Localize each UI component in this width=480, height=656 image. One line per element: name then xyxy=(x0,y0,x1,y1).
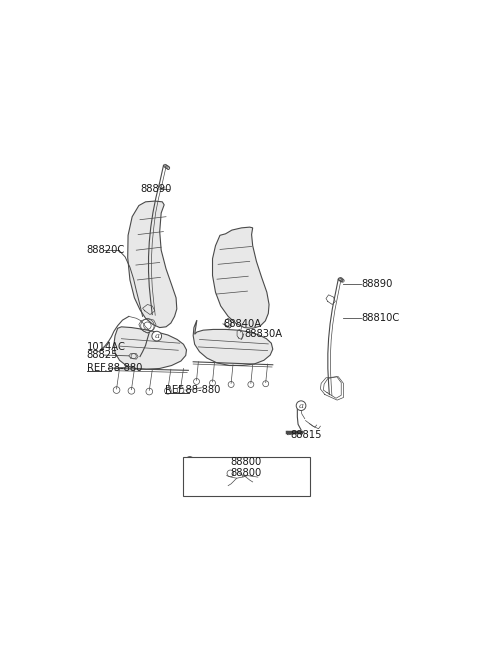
Text: 88810C: 88810C xyxy=(361,314,399,323)
Circle shape xyxy=(296,401,306,411)
Text: 88820C: 88820C xyxy=(87,245,125,255)
Text: REF.88-880: REF.88-880 xyxy=(87,363,142,373)
Circle shape xyxy=(152,331,162,341)
Polygon shape xyxy=(213,227,269,328)
Text: a: a xyxy=(187,457,192,465)
Circle shape xyxy=(185,457,194,466)
Text: 88890: 88890 xyxy=(140,184,171,194)
Text: 88840A: 88840A xyxy=(224,319,262,329)
Text: 88830A: 88830A xyxy=(244,329,283,339)
Polygon shape xyxy=(128,201,177,327)
Polygon shape xyxy=(193,320,273,365)
Text: 1014AC: 1014AC xyxy=(87,342,126,352)
Text: a: a xyxy=(299,401,303,410)
Text: REF.88-880: REF.88-880 xyxy=(165,385,220,395)
Text: 88800: 88800 xyxy=(230,457,262,467)
Polygon shape xyxy=(114,327,186,369)
Text: 88815: 88815 xyxy=(290,430,322,440)
Text: 88800: 88800 xyxy=(230,468,262,478)
Bar xyxy=(183,457,310,496)
Text: a: a xyxy=(154,332,159,340)
Text: 88825: 88825 xyxy=(87,350,118,360)
Text: 88890: 88890 xyxy=(361,279,393,289)
